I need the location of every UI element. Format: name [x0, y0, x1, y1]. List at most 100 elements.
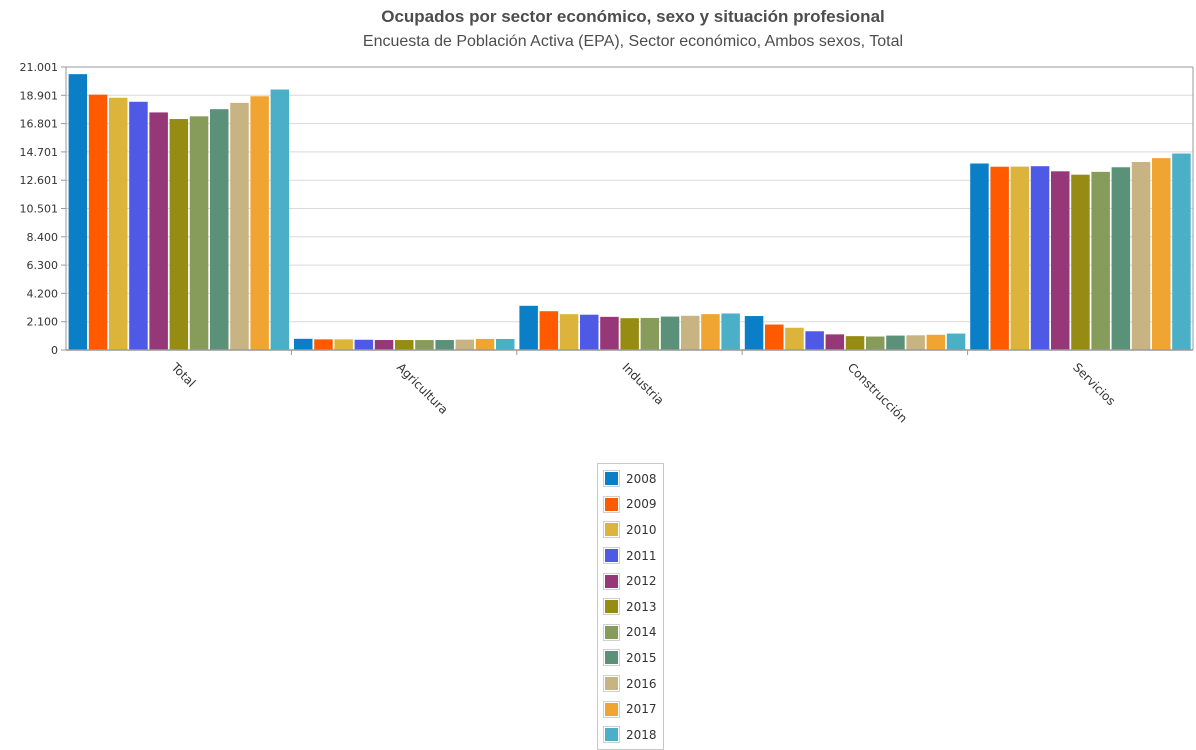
bar-total-2010 [109, 97, 128, 350]
bar-industria-2016 [681, 315, 700, 350]
bar-total-2014 [189, 116, 209, 350]
legend-swatch [603, 623, 620, 641]
bar-agricultura-2008 [294, 338, 313, 350]
bar-agricultura-2009 [314, 339, 333, 350]
bar-industria-2008 [519, 305, 538, 350]
legend-swatch [603, 470, 620, 488]
legend-swatch [603, 572, 620, 590]
bar-servicios-2009 [990, 166, 1009, 350]
bar-agricultura-2012 [374, 340, 394, 350]
bar-construcción-2013 [845, 336, 865, 350]
x-tick-label: Total [168, 360, 198, 390]
legend-label: 2012 [626, 574, 657, 589]
bar-construcción-2015 [886, 335, 905, 350]
bar-construcción-2018 [946, 333, 966, 350]
y-tick-label: 8.400 [27, 231, 59, 244]
legend-item-2016[interactable]: 2016 [598, 671, 663, 697]
bar-agricultura-2017 [475, 338, 495, 350]
bar-industria-2017 [701, 314, 720, 350]
legend-item-2017[interactable]: 2017 [598, 696, 663, 722]
legend-item-2012[interactable]: 2012 [598, 568, 663, 594]
y-tick-label: 18.901 [20, 89, 59, 102]
bar-servicios-2010 [1010, 166, 1030, 350]
legend-item-2014[interactable]: 2014 [598, 620, 663, 646]
bars [68, 74, 1191, 351]
bar-servicios-2014 [1091, 171, 1110, 350]
bar-industria-2018 [721, 313, 740, 350]
legend-label: 2008 [626, 471, 657, 486]
bar-industria-2010 [559, 314, 579, 350]
y-tick-label: 21.001 [20, 61, 59, 74]
legend-item-2009[interactable]: 2009 [598, 492, 663, 518]
bar-construcción-2010 [785, 327, 804, 350]
legend-item-2008[interactable]: 2008 [598, 466, 663, 492]
bar-total-2016 [230, 102, 249, 351]
bar-agricultura-2011 [354, 339, 374, 350]
legend-item-2015[interactable]: 2015 [598, 645, 663, 671]
bar-servicios-2013 [1071, 174, 1090, 350]
y-tick-label: 12.601 [20, 174, 59, 187]
legend-swatch [603, 598, 620, 616]
bar-total-2018 [270, 89, 290, 350]
x-tick-label: Servicios [1070, 360, 1118, 408]
bar-agricultura-2010 [334, 339, 353, 350]
bar-total-2011 [129, 101, 148, 350]
chart-subtitle: Encuesta de Población Activa (EPA), Sect… [362, 33, 904, 50]
bar-construcción-2008 [744, 316, 764, 350]
bar-construcción-2011 [805, 331, 824, 350]
bar-servicios-2011 [1030, 166, 1050, 350]
bar-industria-2012 [600, 316, 619, 350]
legend-label: 2018 [626, 727, 657, 742]
legend-label: 2014 [626, 625, 657, 640]
bar-construcción-2016 [906, 335, 925, 350]
legend-swatch [603, 547, 620, 565]
bar-servicios-2012 [1051, 171, 1070, 350]
legend-item-2018[interactable]: 2018 [598, 722, 663, 748]
legend-label: 2010 [626, 522, 657, 537]
chart-title: Ocupados por sector económico, sexo y si… [381, 7, 885, 26]
bar-industria-2015 [660, 316, 680, 350]
bar-industria-2013 [620, 318, 639, 350]
y-tick-label: 2.100 [27, 316, 59, 329]
bar-servicios-2015 [1111, 167, 1131, 350]
y-axis-ticks: 0 2.100 4.200 6.300 8.400 10.501 12.601 14.701 1… [20, 61, 59, 357]
legend-item-2010[interactable]: 2010 [598, 517, 663, 543]
legend-item-2013[interactable]: 2013 [598, 594, 663, 620]
bar-industria-2011 [580, 314, 599, 350]
legend-label: 2011 [626, 548, 657, 563]
y-tick-label: 6.300 [27, 259, 59, 272]
bar-total-2009 [88, 94, 108, 350]
legend-swatch [603, 675, 620, 693]
legend-swatch [603, 649, 620, 667]
bar-industria-2009 [539, 311, 559, 350]
bar-construcción-2012 [825, 334, 845, 350]
bar-agricultura-2013 [395, 340, 414, 350]
bar-agricultura-2016 [455, 339, 475, 350]
legend-label: 2015 [626, 650, 657, 665]
bar-agricultura-2015 [435, 340, 454, 350]
y-tick-label: 4.200 [27, 287, 59, 300]
bar-total-2012 [149, 112, 168, 350]
legend-swatch [603, 521, 620, 539]
bar-servicios-2017 [1152, 158, 1171, 350]
x-tick-label: Construcción [845, 360, 910, 425]
bar-construcción-2014 [866, 336, 885, 350]
bar-construcción-2017 [926, 334, 946, 350]
y-tick-label: 16.801 [20, 118, 59, 131]
bar-agricultura-2018 [496, 338, 515, 350]
bar-total-2008 [68, 74, 88, 350]
bar-agricultura-2014 [415, 340, 434, 350]
legend-label: 2016 [626, 676, 657, 691]
bar-servicios-2008 [970, 163, 989, 350]
legend-item-2011[interactable]: 2011 [598, 543, 663, 569]
bar-total-2013 [169, 119, 189, 351]
legend-label: 2013 [626, 599, 657, 614]
bar-total-2015 [210, 109, 229, 350]
bar-construcción-2009 [765, 324, 784, 350]
legend: 2008 2009 2010 2011 2012 2013 2014 2015 2016 2017… [597, 463, 664, 750]
bar-chart: 0 2.100 4.200 6.300 8.400 10.501 12.601 14.701 1… [20, 61, 1194, 425]
bar-total-2017 [250, 96, 269, 350]
legend-swatch [603, 495, 620, 513]
y-tick-label: 0 [51, 344, 58, 357]
legend-swatch [603, 700, 620, 718]
